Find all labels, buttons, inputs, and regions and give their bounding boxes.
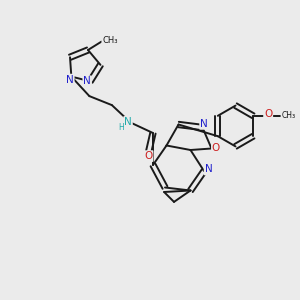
Text: O: O bbox=[264, 109, 272, 119]
Text: N: N bbox=[200, 119, 208, 129]
Text: N: N bbox=[66, 75, 74, 85]
Text: N: N bbox=[205, 164, 212, 175]
Text: CH₃: CH₃ bbox=[102, 36, 118, 45]
Text: H: H bbox=[118, 122, 124, 131]
Text: N: N bbox=[124, 117, 132, 127]
Text: N: N bbox=[83, 76, 91, 86]
Text: O: O bbox=[212, 143, 220, 153]
Text: CH₃: CH₃ bbox=[281, 111, 296, 120]
Text: O: O bbox=[144, 151, 153, 161]
